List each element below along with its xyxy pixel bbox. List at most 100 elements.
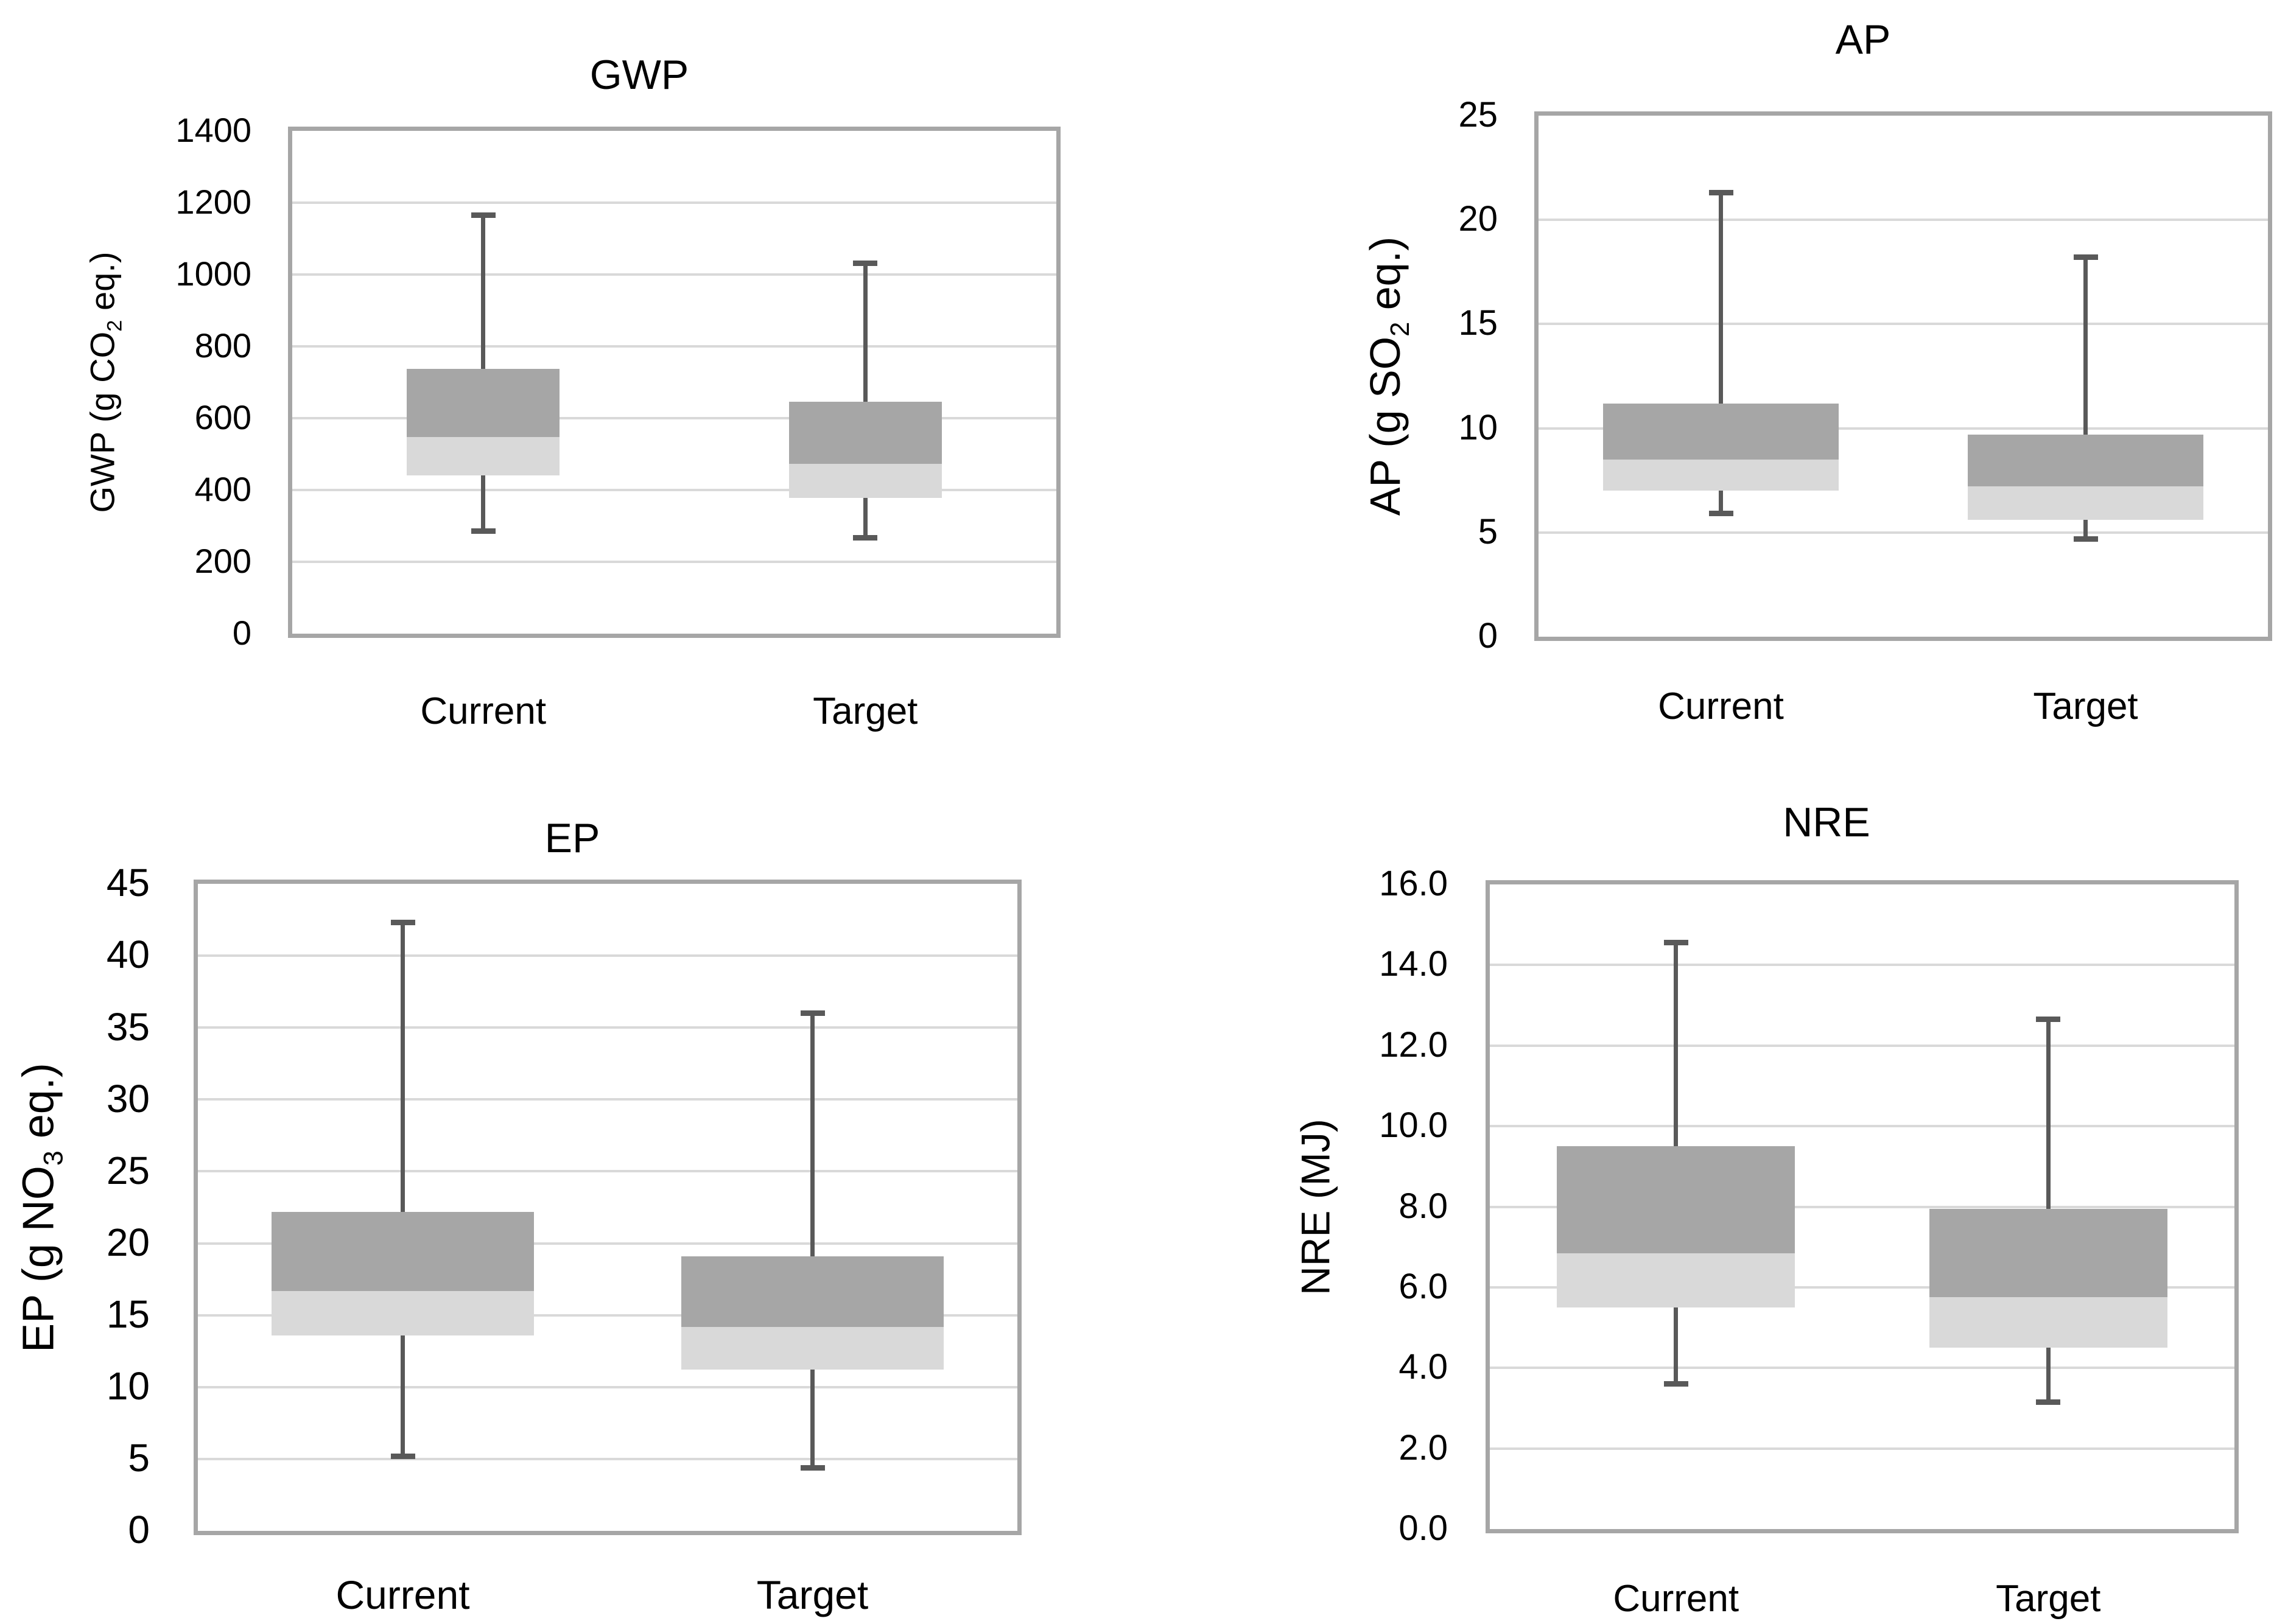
y-tick-label: 600 — [194, 398, 251, 437]
gridline — [1490, 1205, 2234, 1208]
y-tick-label: 5 — [128, 1436, 150, 1480]
category-label-target: Target — [756, 1572, 869, 1618]
y-tick-label: 0.0 — [1398, 1508, 1448, 1549]
box-iqr-lower — [1929, 1297, 2167, 1348]
y-tick-label: 30 — [106, 1076, 150, 1121]
gridline — [198, 1170, 1017, 1173]
y-tick-label: 0 — [128, 1508, 150, 1552]
gridline — [1539, 219, 2268, 222]
box-iqr-upper — [681, 1256, 944, 1327]
y-tick-label: 25 — [1458, 95, 1498, 135]
whisker-line — [2083, 257, 2088, 539]
gridline — [292, 273, 1056, 276]
y-tick-label: 45 — [106, 861, 150, 905]
plot-area — [288, 127, 1061, 638]
box-iqr-upper — [1603, 403, 1839, 460]
gridline — [1539, 323, 2268, 326]
y-tick-label: 800 — [194, 326, 251, 365]
y-tick-label: 10 — [1458, 407, 1498, 447]
box-iqr-lower — [407, 437, 560, 476]
category-label-target: Target — [2033, 685, 2138, 727]
box-iqr-upper — [1968, 434, 2203, 487]
gridline — [292, 561, 1056, 563]
box-iqr-lower — [681, 1326, 944, 1370]
y-tick-label: 8.0 — [1398, 1186, 1448, 1226]
box-iqr-lower — [272, 1290, 534, 1335]
whisker-cap-bottom — [1663, 1381, 1688, 1387]
gridline — [292, 417, 1056, 419]
y-tick-label: 1400 — [175, 111, 251, 150]
gridline — [1539, 531, 2268, 534]
box-iqr-lower — [1557, 1253, 1795, 1307]
whisker-line — [401, 922, 405, 1457]
category-label-current: Current — [335, 1572, 470, 1618]
y-tick-label: 10.0 — [1379, 1105, 1448, 1146]
whisker-line — [810, 1013, 815, 1468]
whisker-cap-top — [2073, 254, 2098, 261]
gridline — [1490, 1367, 2234, 1370]
y-tick-label: 400 — [194, 470, 251, 509]
y-tick-label: 20 — [106, 1220, 150, 1264]
gridline — [292, 201, 1056, 204]
gridline — [292, 489, 1056, 491]
chart-title: EP — [544, 814, 600, 861]
y-tick-label: 10 — [106, 1364, 150, 1409]
category-label-current: Current — [1658, 685, 1784, 727]
gridline — [198, 1457, 1017, 1460]
y-tick-label: 15 — [106, 1292, 150, 1336]
chart-title: NRE — [1783, 799, 1870, 845]
chart-title: AP — [1835, 16, 1891, 63]
gridline — [1539, 427, 2268, 430]
gridline — [198, 954, 1017, 957]
box-iqr-upper — [1557, 1146, 1795, 1253]
whisker-cap-top — [2036, 1017, 2061, 1023]
gridline — [292, 345, 1056, 348]
y-tick-label: 12.0 — [1379, 1024, 1448, 1065]
box-iqr-lower — [1603, 459, 1839, 491]
box-iqr-lower — [788, 463, 942, 498]
category-label-target: Target — [813, 690, 918, 732]
box-iqr-lower — [1968, 486, 2203, 520]
y-tick-label: 16.0 — [1379, 864, 1448, 904]
plot-area — [1534, 111, 2272, 641]
gridline — [198, 1098, 1017, 1101]
box-iqr-upper — [1929, 1208, 2167, 1298]
plot-area — [194, 880, 1022, 1535]
whisker-cap-bottom — [390, 1453, 415, 1459]
whisker-cap-top — [853, 260, 878, 266]
y-tick-label: 15 — [1458, 303, 1498, 343]
gridline — [198, 1314, 1017, 1317]
y-axis-label: AP (g SO2 eq.) — [1361, 237, 1416, 516]
y-tick-label: 35 — [106, 1004, 150, 1049]
gridline — [1490, 1125, 2234, 1128]
y-tick-label: 40 — [106, 933, 150, 977]
y-tick-label: 2.0 — [1398, 1427, 1448, 1468]
y-tick-label: 200 — [194, 542, 251, 581]
y-tick-label: 1200 — [175, 183, 251, 222]
whisker-cap-top — [471, 212, 496, 219]
whisker-cap-bottom — [800, 1465, 825, 1471]
whisker-cap-bottom — [471, 528, 496, 534]
whisker-cap-bottom — [2073, 536, 2098, 542]
gridline — [198, 1242, 1017, 1245]
whisker-cap-top — [1708, 190, 1733, 196]
whisker-cap-bottom — [2036, 1399, 2061, 1405]
y-tick-label: 4.0 — [1398, 1347, 1448, 1387]
whisker-line — [863, 263, 868, 538]
whisker-cap-top — [390, 920, 415, 926]
box-iqr-upper — [272, 1211, 534, 1291]
category-label-current: Current — [420, 690, 547, 732]
y-tick-label: 25 — [106, 1148, 150, 1192]
gridline — [1490, 1447, 2234, 1450]
y-tick-label: 5 — [1478, 511, 1498, 551]
whisker-cap-bottom — [1708, 511, 1733, 517]
category-label-current: Current — [1613, 1577, 1739, 1620]
y-tick-label: 1000 — [175, 254, 251, 293]
gridline — [1490, 964, 2234, 967]
gridline — [198, 1385, 1017, 1388]
box-iqr-upper — [407, 369, 560, 438]
y-tick-label: 0 — [232, 614, 251, 653]
whisker-line — [1719, 192, 1723, 514]
whisker-cap-top — [800, 1010, 825, 1017]
